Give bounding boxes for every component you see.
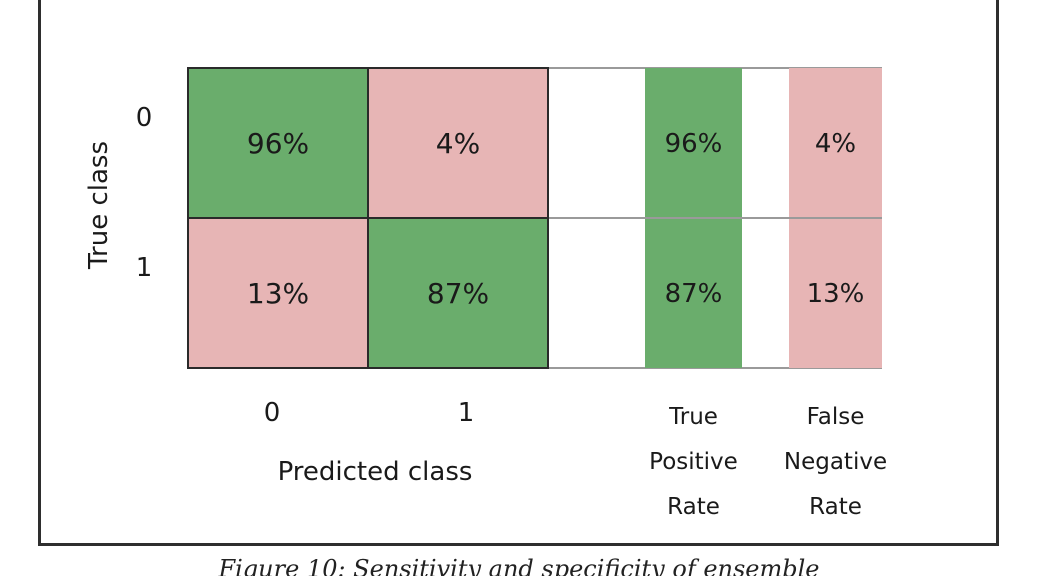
matrix-cell bbox=[187, 217, 369, 369]
cell-value-label: 87% bbox=[427, 277, 489, 310]
cell-value-label: 13% bbox=[247, 277, 309, 310]
figure-frame bbox=[38, 0, 999, 546]
column-tick-label: 0 bbox=[264, 398, 281, 428]
y-axis-label: True class bbox=[84, 141, 114, 270]
summary-column-label: Positive bbox=[649, 449, 738, 475]
axis-labels: True class Predicted class 0 1 0 1 True Posit… bbox=[84, 103, 887, 520]
summary-column-label: False bbox=[807, 404, 865, 430]
summary-value-label: 13% bbox=[807, 279, 865, 309]
row-tick-label: 1 bbox=[136, 253, 153, 283]
summary-column-label: True bbox=[668, 404, 718, 430]
summary-column-label: Rate bbox=[667, 494, 720, 520]
summary-value-label: 4% bbox=[815, 129, 856, 159]
summary-value-label: 87% bbox=[665, 279, 723, 309]
column-tick-label: 1 bbox=[458, 398, 475, 428]
x-axis-label: Predicted class bbox=[278, 457, 473, 487]
cell-value-label: 96% bbox=[247, 127, 309, 160]
cell-value-label: 4% bbox=[436, 127, 480, 160]
figure-caption: Figure 10: Sensitivity and specificity o… bbox=[218, 555, 820, 576]
matrix-cell bbox=[187, 67, 369, 219]
summary-column-label: Negative bbox=[784, 449, 887, 475]
row-tick-label: 0 bbox=[136, 103, 153, 133]
matrix-cells: 96% 4% 13% 87% bbox=[187, 67, 882, 369]
summary-column-label: Rate bbox=[809, 494, 862, 520]
summary-value-label: 96% bbox=[665, 129, 723, 159]
matrix-cell bbox=[367, 217, 549, 369]
summary-columns: 96% 87% 4% 13% bbox=[645, 68, 882, 368]
